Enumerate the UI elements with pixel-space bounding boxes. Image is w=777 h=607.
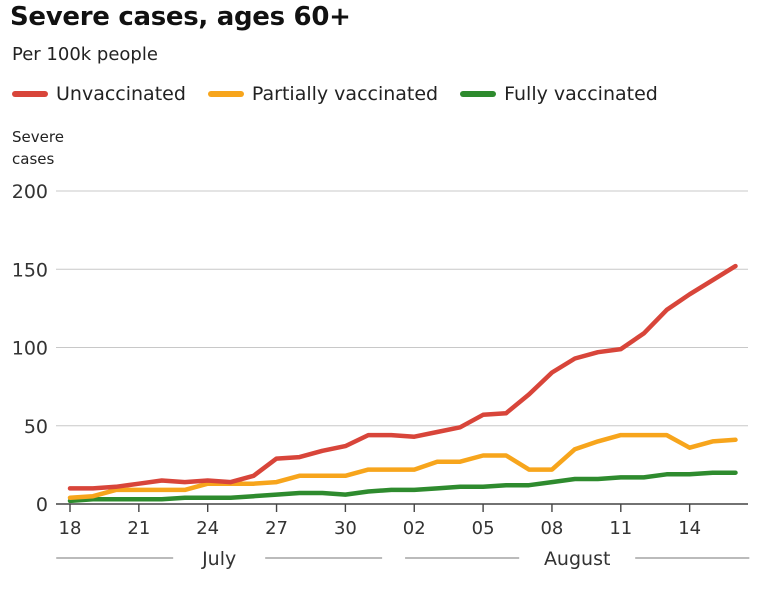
x-tick-label-24: 24 (196, 518, 219, 539)
y-tick-label-200: 200 (12, 181, 48, 203)
chart-title: Severe cases, ages 60+ (10, 2, 351, 32)
legend-label-unvaccinated: Unvaccinated (56, 83, 186, 105)
y-tick-label-0: 0 (36, 494, 48, 516)
series-line-fully-vaccinated (67, 470, 738, 504)
x-tick-label-18: 18 (59, 518, 82, 539)
legend-swatch-unvaccinated (12, 91, 48, 97)
series-line-partially-vaccinated (67, 432, 738, 500)
y-axis-label-line-1: Severe (12, 128, 64, 146)
y-tick-label-150: 150 (12, 259, 48, 281)
y-axis-label-line-2: cases (12, 150, 55, 168)
legend: Unvaccinated Partially vaccinated Fully … (12, 83, 680, 105)
legend-label-partially-vaccinated: Partially vaccinated (251, 83, 439, 105)
legend-item-unvaccinated: Unvaccinated (12, 83, 186, 105)
chart-subtitle: Per 100k people (12, 44, 158, 65)
legend-item-fully-vaccinated: Fully vaccinated (460, 83, 658, 105)
y-axis-label: Severe cases (12, 126, 82, 170)
legend-item-partially-vaccinated: Partially vaccinated (207, 83, 439, 105)
x-tick-label-05: 05 (472, 518, 495, 539)
legend-label-fully-vaccinated: Fully vaccinated (504, 83, 658, 105)
series-line-unvaccinated (67, 263, 738, 491)
month-label-august: August (544, 548, 611, 570)
x-tick-label-27: 27 (265, 518, 288, 539)
x-tick-label-02: 02 (403, 518, 426, 539)
x-tick-label-11: 11 (609, 518, 632, 539)
x-tick-label-21: 21 (127, 518, 150, 539)
y-tick-label-50: 50 (24, 416, 48, 438)
legend-swatch-partially-vaccinated (207, 91, 244, 97)
x-tick-label-30: 30 (334, 518, 357, 539)
x-tick-label-14: 14 (678, 518, 701, 539)
y-tick-label-100: 100 (12, 338, 48, 360)
legend-swatch-fully-vaccinated (460, 91, 497, 97)
month-label-july: July (201, 548, 236, 570)
x-tick-label-08: 08 (540, 518, 563, 539)
